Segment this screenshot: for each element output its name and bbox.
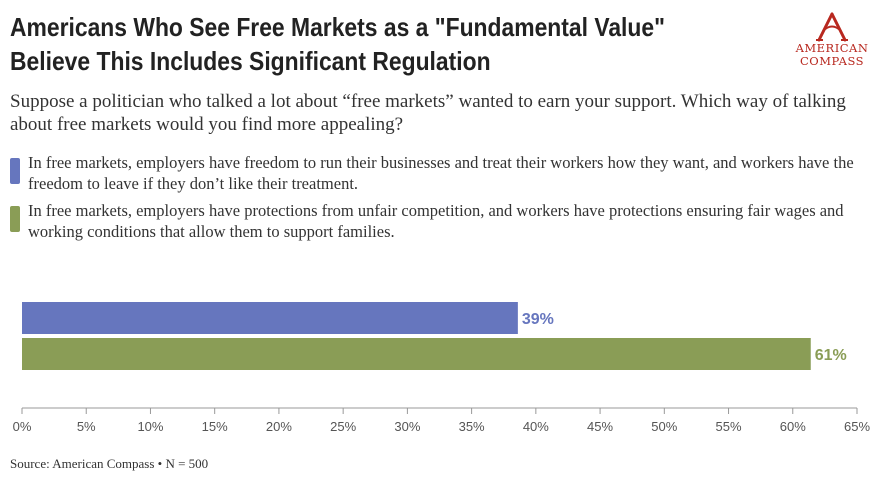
x-tick-label-7: 35%	[459, 419, 485, 434]
legend: In free markets, employers have freedom …	[10, 152, 876, 248]
source-note: Source: American Compass • N = 500	[10, 456, 209, 471]
x-tick-label-10: 50%	[651, 419, 677, 434]
legend-label-freedom: In free markets, employers have freedom …	[28, 153, 854, 193]
x-tick-label-6: 30%	[394, 419, 420, 434]
x-tick-label-4: 20%	[266, 419, 292, 434]
chart-title-line-2: Believe This Includes Significant Regula…	[10, 46, 491, 76]
x-tick-label-13: 65%	[844, 419, 870, 434]
logo-text-compass: COMPASS	[799, 54, 865, 68]
x-tick-label-8: 40%	[523, 419, 549, 434]
chart-title-line-1: Americans Who See Free Markets as a "Fun…	[10, 12, 665, 42]
legend-swatch-freedom	[10, 158, 20, 184]
x-tick-label-12: 60%	[780, 419, 806, 434]
x-tick-label-11: 55%	[716, 419, 742, 434]
chart-subtitle: Suppose a politician who talked a lot ab…	[10, 91, 846, 135]
x-tick-label-2: 10%	[137, 419, 163, 434]
bar-1	[22, 338, 811, 370]
american-compass-logo: AMERICAN COMPASS	[784, 12, 880, 82]
x-tick-label-0: 0%	[13, 419, 32, 434]
bar-label-1: 61%	[815, 347, 847, 364]
legend-label-protections: In free markets, employers have protecti…	[28, 201, 844, 241]
legend-swatch-protections	[10, 206, 20, 232]
x-tick-label-3: 15%	[202, 419, 228, 434]
bar-0	[22, 302, 518, 334]
bar-label-0: 39%	[522, 311, 554, 328]
x-tick-label-1: 5%	[77, 419, 96, 434]
x-tick-label-9: 45%	[587, 419, 613, 434]
bar-chart: 39% 61% 0% 5% 10% 15% 20% 25% 30% 35% 40% 45% 50% 55%…	[13, 302, 870, 434]
chart-title: Americans Who See Free Markets as a "Fun…	[10, 10, 688, 78]
logo-text-american: AMERICAN	[795, 41, 869, 55]
legend-item-protections: In free markets, employers have protecti…	[10, 200, 876, 242]
compass-a-icon	[816, 12, 848, 42]
legend-item-freedom: In free markets, employers have freedom …	[10, 152, 876, 194]
x-tick-label-5: 25%	[330, 419, 356, 434]
